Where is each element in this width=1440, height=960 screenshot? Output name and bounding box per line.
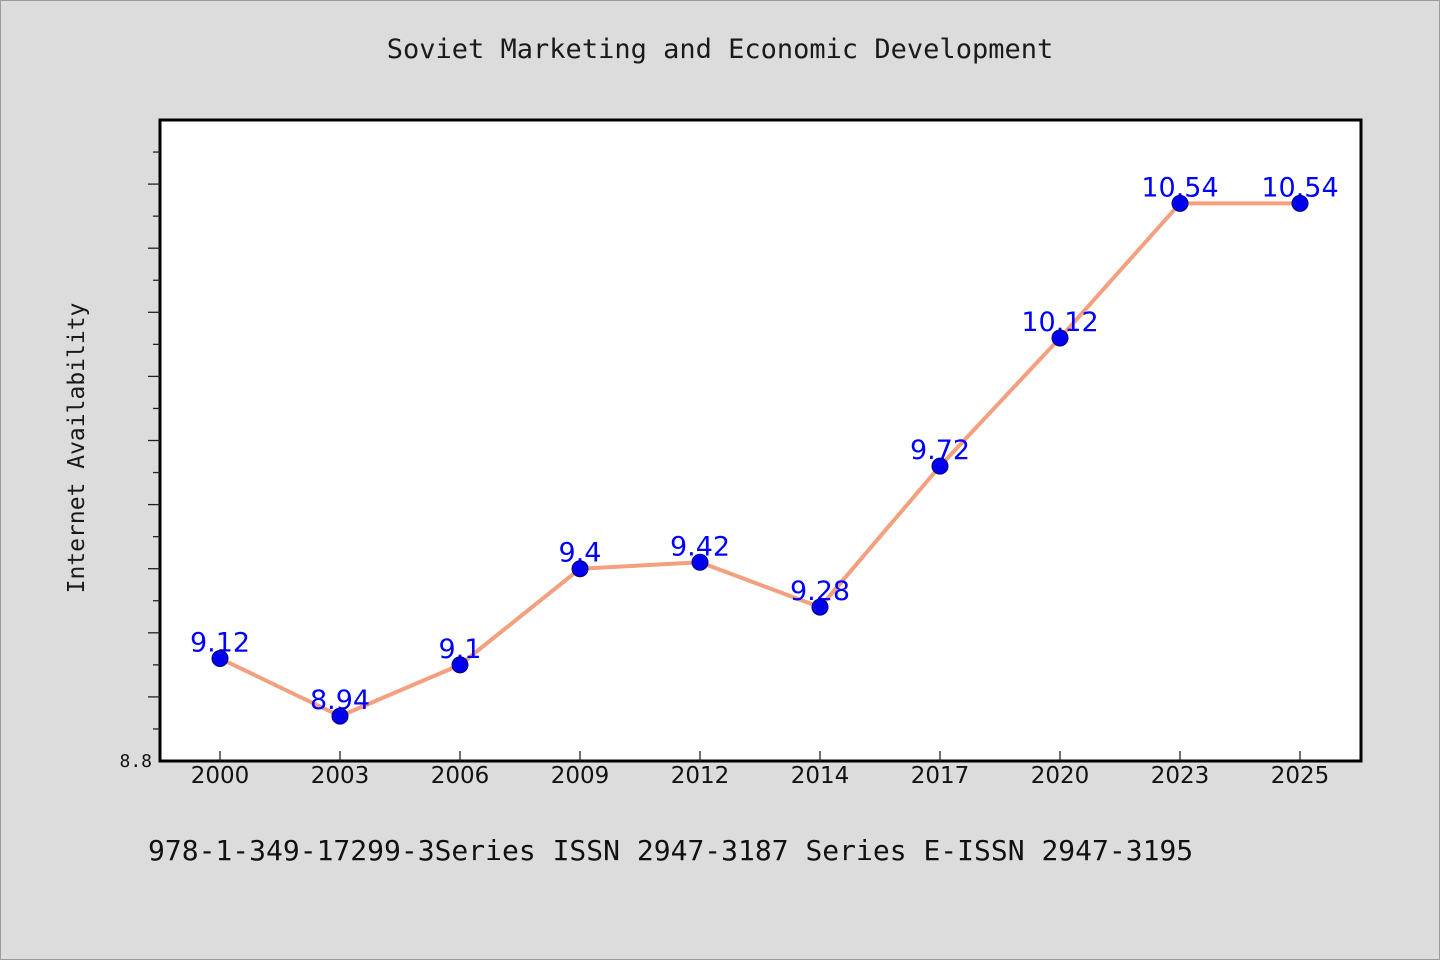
x-tick-label: 2023	[1151, 763, 1210, 789]
plot-area	[158, 118, 1363, 763]
x-tick-label: 2000	[191, 763, 250, 789]
plot-background	[158, 118, 1363, 763]
data-point	[211, 649, 229, 667]
data-point	[1171, 194, 1189, 212]
x-axis: 2000 2003 2006 2009 2012 2014 2017 2020 2023 2025	[191, 751, 1330, 789]
x-tick-label: 2009	[551, 763, 610, 789]
x-tick-label: 2003	[311, 763, 370, 789]
chart-title: Soviet Marketing and Economic Developmen…	[386, 34, 1054, 65]
y-tick-label: 8.8	[119, 751, 152, 772]
data-point	[571, 560, 589, 578]
x-tick-label: 2006	[431, 763, 490, 789]
data-point	[931, 457, 949, 475]
data-point	[451, 656, 469, 674]
x-tick-label: 2025	[1271, 763, 1330, 789]
x-tick-label: 2017	[911, 763, 970, 789]
data-point	[1291, 194, 1309, 212]
data-point	[811, 598, 829, 616]
data-point	[331, 707, 349, 725]
y-axis-label: Internet Availability	[64, 303, 90, 594]
x-tick-label: 2020	[1031, 763, 1090, 789]
x-tick-label: 2014	[791, 763, 850, 789]
data-point	[691, 553, 709, 571]
data-point	[1051, 329, 1069, 347]
series-line	[218, 201, 1302, 719]
footer-isbn-issn: 978-1-349-17299-3Series ISSN 2947-3187 S…	[148, 834, 1194, 867]
y-axis: 8.8	[119, 151, 160, 772]
x-tick-label: 2012	[671, 763, 730, 789]
